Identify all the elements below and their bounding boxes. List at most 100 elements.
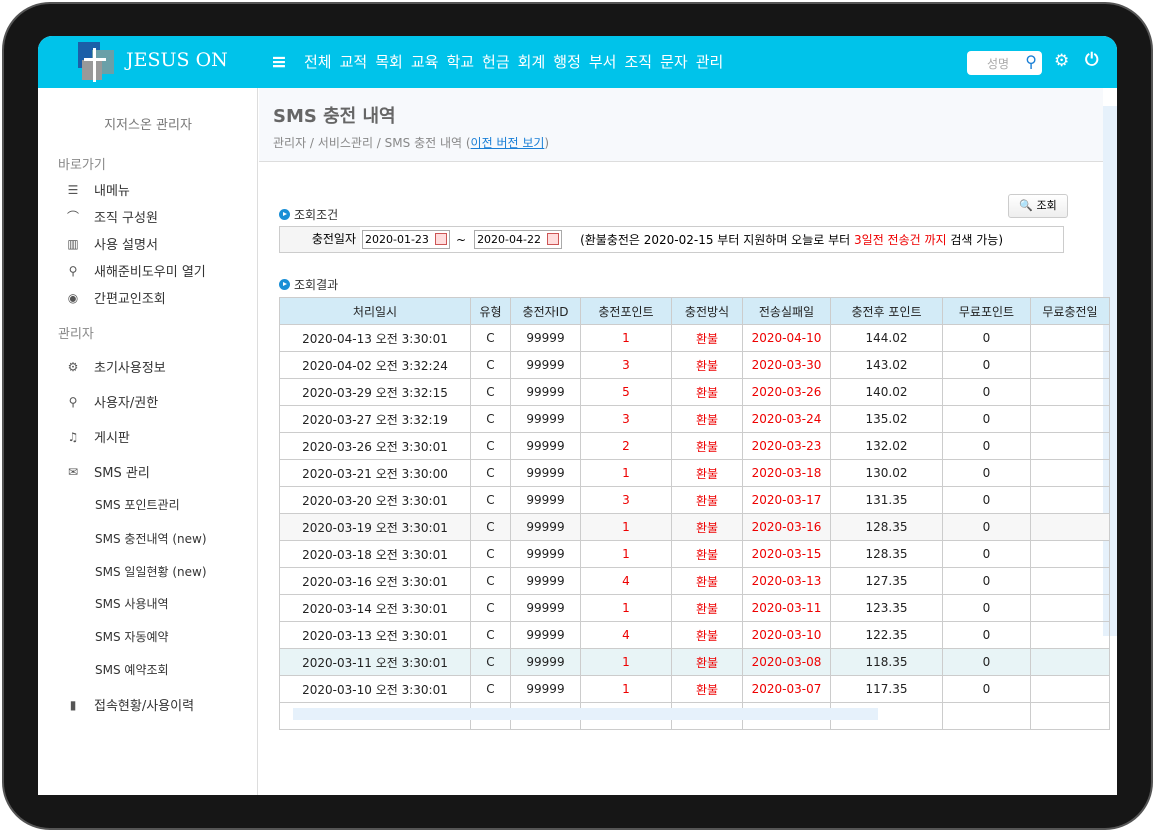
- horizontal-scrollbar[interactable]: [293, 708, 878, 720]
- column-header[interactable]: 무료포인트: [942, 297, 1031, 325]
- table-cell: 0: [942, 378, 1031, 406]
- nav-item[interactable]: 목회: [375, 53, 403, 71]
- search-button[interactable]: 🔍 조회: [1008, 194, 1068, 218]
- sidebar-item[interactable]: ▥ 사용 설명서: [66, 234, 158, 254]
- table-cell: [1030, 702, 1110, 730]
- column-header[interactable]: 처리일시: [279, 297, 471, 325]
- table-row[interactable]: 2020-03-20 오전 3:30:01 C 99999 3 환불 2020-03-17…: [279, 486, 1110, 514]
- table-row[interactable]: 2020-03-13 오전 3:30:01 C 99999 4 환불 2020-03-10…: [279, 621, 1110, 649]
- table-cell: 0: [942, 405, 1031, 433]
- gear-icon[interactable]: ⚙: [1054, 51, 1070, 71]
- power-icon[interactable]: ⏻: [1085, 50, 1099, 70]
- sidebar-item[interactable]: ▮ 접속현황/사용이력: [66, 695, 194, 715]
- date-from-input[interactable]: 2020-01-23: [362, 230, 450, 249]
- sidebar-subitem[interactable]: SMS 충전내역 (new): [95, 532, 207, 546]
- nav-item[interactable]: 부서: [588, 53, 617, 71]
- table-row[interactable]: 2020-03-16 오전 3:30:01 C 99999 4 환불 2020-03-13…: [279, 567, 1110, 595]
- nav-item[interactable]: 교적: [339, 53, 368, 71]
- crumb-end: ): [544, 136, 550, 150]
- table-cell: 0: [942, 648, 1031, 676]
- chart-icon: ▮: [69, 697, 77, 712]
- table-cell: 환불: [671, 405, 743, 433]
- table-row[interactable]: 2020-03-19 오전 3:30:01 C 99999 1 환불 2020-03-16…: [279, 513, 1110, 541]
- sidebar-item[interactable]: ☰ 내메뉴: [66, 180, 130, 200]
- column-header[interactable]: 무료충전일: [1030, 297, 1110, 325]
- sidebar-item[interactable]: ⚙ 초기사용정보: [66, 357, 166, 377]
- nav-item[interactable]: 관리: [695, 53, 724, 71]
- column-header[interactable]: 충전방식: [671, 297, 743, 325]
- nav-item[interactable]: 교육: [410, 53, 439, 71]
- sidebar-subitem[interactable]: SMS 사용내역: [95, 597, 169, 611]
- section-quick: 바로가기: [58, 158, 106, 173]
- table-cell: 0: [942, 675, 1031, 703]
- sidebar-item[interactable]: ✉ SMS 관리: [66, 462, 150, 482]
- crumb-text: 관리자 / 서비스관리 / SMS 충전 내역 (: [273, 136, 471, 150]
- table-cell: 환불: [671, 513, 743, 541]
- date-to-input[interactable]: 2020-04-22: [474, 230, 563, 249]
- sidebar-subitem[interactable]: SMS 일일현황 (new): [95, 565, 207, 579]
- sidebar-item[interactable]: ⚲ 사용자/권한: [66, 392, 159, 412]
- nav-item[interactable]: 학교: [446, 53, 475, 71]
- note-text: (환불충전은 2020-02-15 부터 지원하며 오늘로 부터: [580, 233, 855, 247]
- sidebar-subitem[interactable]: SMS 포인트관리: [95, 498, 180, 512]
- sidebar-item-label: 사용자/권한: [94, 396, 159, 411]
- column-header[interactable]: 충전자ID: [510, 297, 581, 325]
- table-row[interactable]: 2020-03-27 오전 3:32:19 C 99999 3 환불 2020-03-24…: [279, 405, 1110, 433]
- table-cell: 2020-03-13: [742, 567, 831, 595]
- search-input[interactable]: 성명 ⚲: [967, 51, 1042, 75]
- table-cell: 99999: [510, 540, 581, 568]
- table-cell: 99999: [510, 405, 581, 433]
- table-cell: 99999: [510, 459, 581, 487]
- sidebar-item-label: 게시판: [94, 431, 130, 446]
- table-row[interactable]: 2020-03-21 오전 3:30:00 C 99999 1 환불 2020-03-18…: [279, 459, 1110, 487]
- calendar-icon[interactable]: [547, 233, 560, 245]
- nav-item[interactable]: 조직: [624, 53, 653, 71]
- table-cell: 140.02: [830, 378, 943, 406]
- table-row[interactable]: 2020-04-02 오전 3:32:24 C 99999 3 환불 2020-03-30…: [279, 351, 1110, 379]
- old-version-link[interactable]: 이전 버전 보기: [470, 136, 545, 150]
- column-header[interactable]: 전송실패일: [742, 297, 831, 325]
- table-cell: 99999: [510, 351, 581, 379]
- table-cell: C: [470, 351, 511, 379]
- table-cell: 2020-03-10: [742, 621, 831, 649]
- table-row[interactable]: 2020-03-14 오전 3:30:01 C 99999 1 환불 2020-03-11…: [279, 594, 1110, 622]
- sidebar-subitem[interactable]: SMS 예약조회: [95, 663, 169, 677]
- nav-item[interactable]: 문자: [660, 53, 688, 71]
- search-icon[interactable]: ⚲: [1025, 52, 1037, 71]
- logo[interactable]: [78, 42, 118, 82]
- search-conditions: 충전일자 2020-01-23 ~ 2020-04-22 (환불충전은 2020…: [279, 226, 1064, 253]
- table-cell: 122.35: [830, 621, 943, 649]
- table-cell: 2020-03-16 오전 3:30:01: [279, 567, 471, 595]
- table-row[interactable]: 2020-04-13 오전 3:30:01 C 99999 1 환불 2020-04-10…: [279, 324, 1110, 352]
- search-button-label: 조회: [1036, 199, 1057, 212]
- calendar-icon[interactable]: [435, 233, 447, 245]
- sidebar-item[interactable]: ⌒ 조직 구성원: [66, 207, 158, 226]
- nav-item[interactable]: 헌금: [482, 53, 510, 71]
- column-header[interactable]: 유형: [470, 297, 511, 325]
- sidebar-item[interactable]: ◉ 간편교인조회: [66, 288, 166, 308]
- search-placeholder: 성명: [987, 57, 1010, 71]
- note-text-end: 검색 가능): [946, 233, 1004, 247]
- sidebar-subitem[interactable]: SMS 자동예약: [95, 630, 169, 644]
- table-row[interactable]: 2020-03-26 오전 3:30:01 C 99999 2 환불 2020-03-23…: [279, 432, 1110, 460]
- table-cell: 1: [580, 675, 672, 703]
- brand-name[interactable]: JESUS ON: [126, 49, 228, 71]
- sidebar-item[interactable]: ⚲ 새해준비도우미 열기: [66, 261, 206, 281]
- nav-item[interactable]: 전체: [304, 53, 332, 71]
- sidebar-item[interactable]: ♫ 게시판: [66, 427, 130, 447]
- hamburger-icon[interactable]: ≡: [271, 51, 287, 73]
- nav-item[interactable]: 행정: [553, 53, 581, 71]
- table-row[interactable]: 2020-03-10 오전 3:30:01 C 99999 1 환불 2020-03-07…: [279, 675, 1110, 703]
- page-header: SMS 충전 내역 관리자 / 서비스관리 / SMS 충전 내역 (이전 버전…: [259, 88, 1103, 162]
- column-header[interactable]: 충전포인트: [580, 297, 672, 325]
- nav-item[interactable]: 회계: [517, 53, 546, 71]
- column-header[interactable]: 충전후 포인트: [830, 297, 943, 325]
- sidebar-item-label: 조직 구성원: [94, 211, 158, 226]
- table-row[interactable]: 2020-03-11 오전 3:30:01 C 99999 1 환불 2020-03-08…: [279, 648, 1110, 676]
- table-cell: 118.35: [830, 648, 943, 676]
- table-row[interactable]: 2020-03-18 오전 3:30:01 C 99999 1 환불 2020-03-15…: [279, 540, 1110, 568]
- table-row[interactable]: 2020-03-29 오전 3:32:15 C 99999 5 환불 2020-03-26…: [279, 378, 1110, 406]
- table-cell: [1030, 486, 1110, 514]
- table-cell: C: [470, 432, 511, 460]
- table-cell: 123.35: [830, 594, 943, 622]
